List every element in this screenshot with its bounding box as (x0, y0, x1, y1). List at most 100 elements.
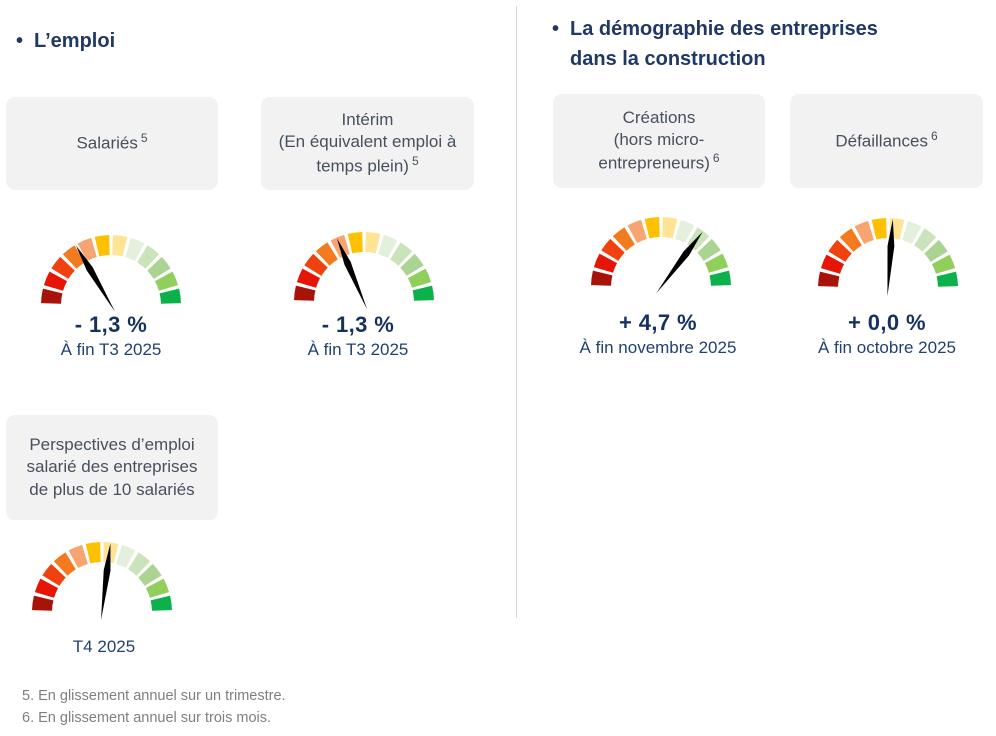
gauge-segment (591, 270, 613, 286)
footnote-ref: 5 (411, 153, 419, 168)
gauge-segment (704, 253, 729, 273)
gauge-segment (103, 542, 119, 564)
gauge-segment (709, 270, 731, 286)
gauge-segment (627, 219, 647, 244)
card-interim: Intérim (En équivalent emploi à temps pl… (261, 97, 474, 190)
gauge-segment (85, 542, 101, 564)
gauge-segment (412, 285, 434, 301)
gauge-segment (128, 552, 151, 576)
card-salaries: Salariés 5 (6, 97, 218, 190)
gauge-segment (42, 563, 66, 586)
gauge-segment (662, 217, 678, 239)
gauge-segment (871, 218, 887, 240)
footnote-ref: 6 (712, 151, 720, 166)
gauge-segment (43, 271, 68, 291)
card-subtitle: (hors micro-entrepreneurs) 6 (598, 129, 720, 174)
card-title: Créations (622, 107, 696, 127)
footnote-5: 5. En glissement annuel sur un trimestre… (22, 688, 286, 704)
gauge-segment (294, 285, 316, 301)
gauge-segment (77, 237, 97, 262)
card-title: Salariés 5 (76, 131, 148, 154)
gauge-segment (116, 544, 136, 569)
gauge-segment (159, 288, 181, 304)
gauge-segment (32, 595, 54, 611)
gauge-segment (936, 271, 958, 287)
gauge-period-creations: À fin novembre 2025 (579, 338, 737, 357)
gauge-period-perspectives: T4 2025 (72, 637, 136, 656)
gauge-segment (154, 271, 179, 291)
gauge-segment (902, 220, 922, 245)
gauge-segment (51, 256, 75, 279)
gauge-needle (337, 238, 368, 310)
gauge-segment (137, 245, 160, 269)
card-subtitle: (En équivalent emploi à temps plein) 5 (278, 132, 457, 176)
gauge-segment (145, 578, 170, 598)
card-title: Intérim (341, 110, 394, 130)
gauge-perspectives (32, 542, 172, 620)
gauge-defaillances (818, 218, 958, 296)
gauge-segment (407, 268, 432, 288)
gauge-segment (62, 245, 85, 269)
gauge-value-salaries: - 1,3 % (74, 312, 148, 337)
section-title-demographie: • La démographie des entreprises dans la… (552, 14, 982, 74)
section-title-emploi: • L’emploi (16, 26, 115, 56)
gauge-needle (656, 231, 703, 294)
gauge-value-interim: - 1,3 % (321, 312, 395, 337)
gauge-segment (820, 254, 845, 274)
gauge-segment (315, 242, 338, 266)
footnote-6: 6. En glissement annuel sur trois mois. (22, 710, 272, 726)
vertical-divider (516, 6, 517, 618)
section-title-text: La démographie des entreprises dans la c… (570, 14, 878, 74)
gauge-segment (601, 238, 625, 261)
bullet-icon: • (16, 30, 24, 52)
gauge-segment (697, 238, 721, 261)
gauge-segment (914, 228, 937, 252)
gauge-segment (593, 253, 618, 273)
gauge-segment (828, 239, 852, 262)
gauge-segment (147, 256, 171, 279)
gauge-segment (112, 235, 128, 257)
card-title: Perspectives d’emploi salarié des entrep… (26, 434, 198, 499)
gauge-segment (347, 232, 363, 254)
card-creations: Créations (hors micro-entrepreneurs) 6 (553, 94, 765, 188)
gauge-segment (125, 237, 145, 262)
footnote-ref: 5 (140, 131, 148, 146)
gauge-segment (304, 253, 328, 276)
gauge-period-salaries: À fin T3 2025 (60, 340, 162, 359)
gauge-segment (41, 288, 63, 304)
gauge-segment (94, 235, 110, 257)
gauge-segment (53, 552, 76, 576)
gauge-segment (138, 563, 162, 586)
card-perspectives: Perspectives d’emploi salarié des entrep… (6, 415, 218, 520)
gauge-segment (839, 228, 862, 252)
gauge-interim (294, 232, 434, 310)
gauge-segment (390, 242, 413, 266)
gauge-segment (854, 220, 874, 245)
section-title-line1: La démographie des entreprises (570, 18, 878, 40)
gauge-value-creations: + 4,7 % (618, 310, 698, 335)
section-title-line2: dans la construction (570, 48, 766, 70)
gauge-period-interim: À fin T3 2025 (307, 340, 409, 359)
card-defaillances: Défaillances 6 (790, 94, 983, 188)
gauge-segment (931, 254, 956, 274)
gauge-segment (400, 253, 424, 276)
gauge-segment (365, 232, 381, 254)
gauge-segment (644, 217, 660, 239)
gauge-needle (101, 543, 111, 620)
gauge-value-defaillances: + 0,0 % (847, 310, 927, 335)
gauge-period-defaillances: À fin octobre 2025 (818, 338, 956, 357)
footnote-ref: 6 (930, 128, 938, 143)
gauge-segment (818, 271, 840, 287)
gauge-segment (150, 595, 172, 611)
gauge-needle (887, 219, 895, 296)
card-title: Défaillances 6 (835, 128, 938, 151)
gauge-segment (612, 227, 635, 251)
bullet-icon: • (552, 18, 560, 40)
section-title-text: L’emploi (34, 30, 116, 52)
gauge-salaries (41, 235, 181, 312)
gauge-segment (34, 578, 59, 598)
gauge-segment (296, 268, 321, 288)
gauge-segment (68, 544, 88, 569)
gauge-segment (378, 234, 398, 259)
